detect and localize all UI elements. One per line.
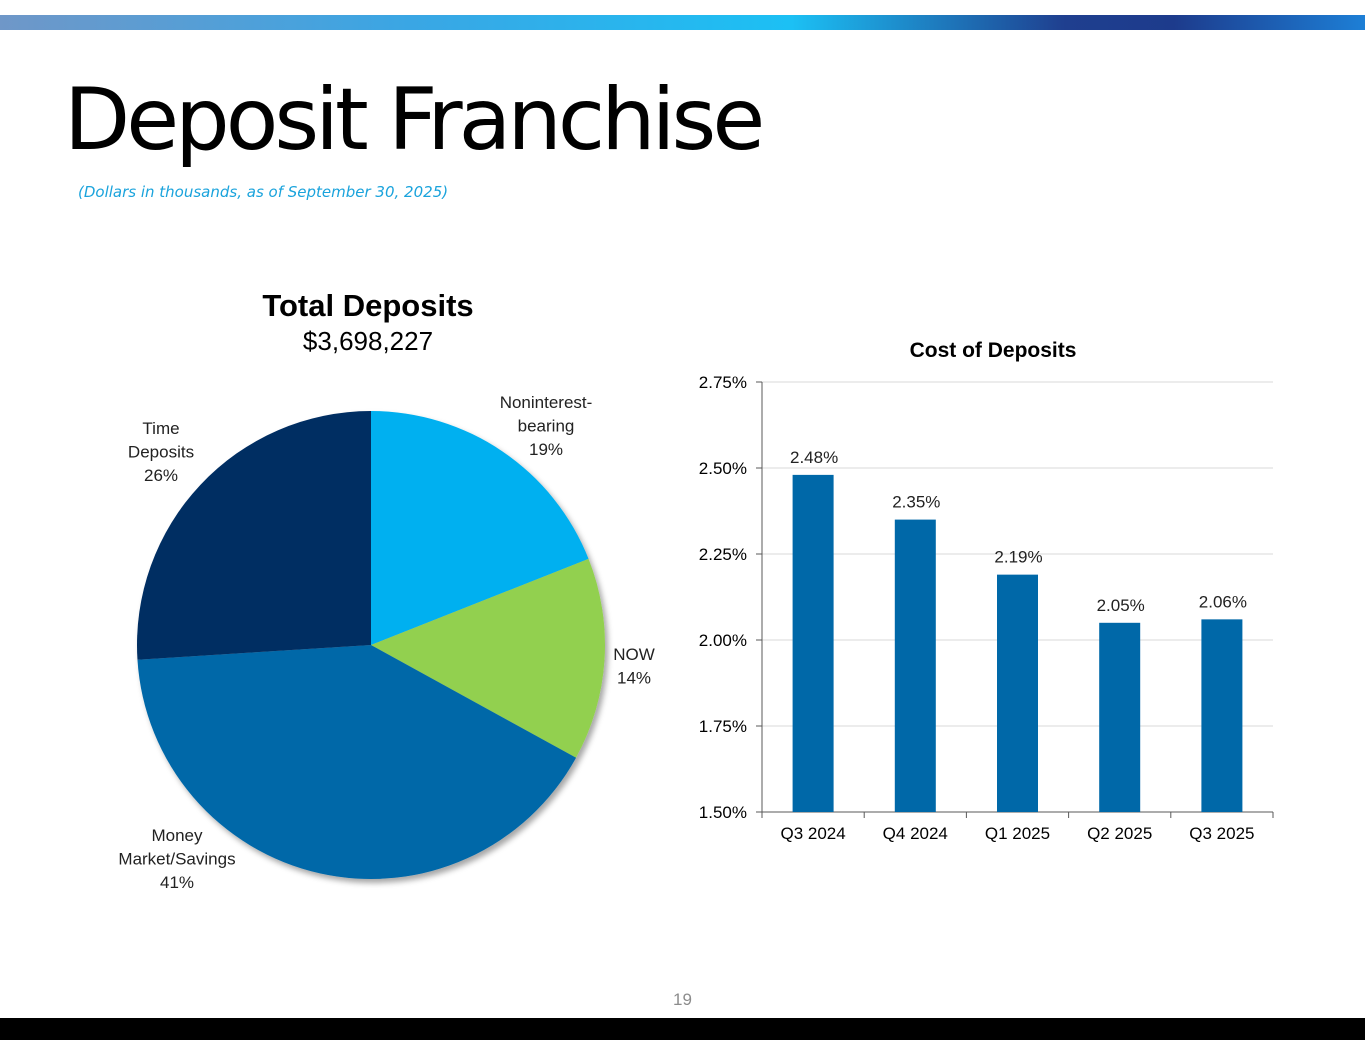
bar-q4-2024 [894,519,936,812]
x-tick-label: Q1 2025 [985,824,1050,843]
pie-label-now: NOW 14% [613,645,655,688]
pie-chart-total: $3,698,227 [302,326,434,356]
pie-slice-now [371,558,606,758]
page-title: Deposit Franchise [64,70,765,170]
pie-label-money-market-savings: Money Market/Savings 41% [118,826,235,892]
pie-label-time-deposits: Time Deposits 26% [128,419,194,485]
pie-chart-title: Total Deposits [262,288,474,323]
bar-q2-2025 [1099,622,1141,812]
header-accent-bar [0,15,1365,30]
x-tick-label: Q3 2024 [780,824,845,843]
page-subtitle: (Dollars in thousands, as of September 3… [78,183,449,201]
x-tick-label: Q3 2025 [1189,824,1254,843]
y-tick-label: 1.75% [699,717,747,736]
footer-bar [0,1018,1365,1040]
pie-slice-money-market-savings [137,645,577,880]
bar-data-label: 2.06% [1199,592,1247,611]
y-tick-label: 2.00% [699,631,747,650]
bar-data-label: 2.35% [892,493,940,512]
bar-q3-2024 [792,474,834,812]
page-number: 19 [673,990,692,1009]
pie-slice-noninterest-bearing [371,411,589,645]
y-tick-label: 2.25% [699,545,747,564]
bar-data-label: 2.05% [1097,596,1145,615]
bar-chart-cost-of-deposits: Cost of Deposits 1.50% 1.75% 2.00% 2.25% 2.50… [699,339,1274,843]
bar-q3-2025 [1201,619,1243,812]
bar-chart-title: Cost of Deposits [910,339,1077,362]
pie-chart-labels: Noninterest-bearing 19% NOW 14% Money Market/… [118,393,654,892]
pie-slice-time-deposits [137,411,371,660]
x-tick-label: Q4 2024 [883,824,948,843]
bar-data-label: 2.19% [994,548,1042,567]
bar-q1-2025 [997,574,1038,812]
y-tick-label: 2.75% [699,373,747,392]
y-tick-label: 1.50% [699,803,747,822]
x-tick-label: Q2 2025 [1087,824,1152,843]
y-tick-label: 2.50% [699,459,747,478]
bar-data-label: 2.48% [790,448,838,467]
pie-label-noninterest-bearing: Noninterest-bearing 19% [500,393,593,459]
pie-chart [137,411,606,880]
